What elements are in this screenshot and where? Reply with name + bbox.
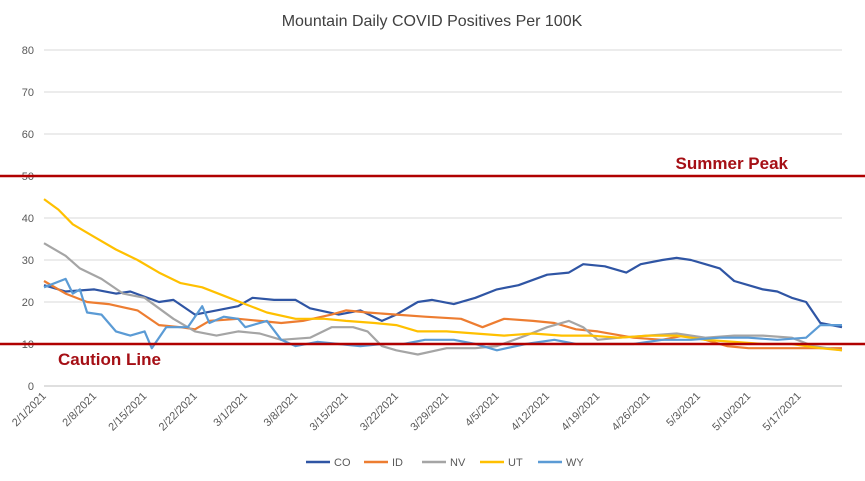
x-tick-label: 2/8/2021	[60, 390, 99, 429]
x-tick-label: 3/8/2021	[262, 390, 301, 429]
x-tick-label: 2/15/2021	[106, 390, 149, 433]
x-axis: 2/1/2021 2/8/2021 2/15/2021 2/22/2021 3/1/20…	[10, 390, 804, 433]
x-tick-label: 3/15/2021	[308, 390, 351, 433]
y-tick-label: 80	[22, 45, 34, 57]
x-tick-label: 2/1/2021	[10, 390, 49, 429]
x-tick-label: 2/22/2021	[157, 390, 200, 433]
x-tick-label: 5/10/2021	[710, 390, 753, 433]
x-tick-label: 3/29/2021	[408, 390, 451, 433]
y-tick-label: 0	[28, 381, 34, 393]
y-tick-label: 60	[22, 129, 34, 141]
y-tick-label: 70	[22, 87, 34, 99]
x-tick-label: 4/5/2021	[463, 390, 502, 429]
legend-label: CO	[334, 457, 351, 469]
x-tick-label: 5/17/2021	[761, 390, 804, 433]
y-axis: 01020304050607080	[22, 45, 34, 393]
series-line-nv	[43, 242, 843, 356]
x-tick-label: 5/3/2021	[664, 390, 703, 429]
legend-label: WY	[566, 457, 584, 469]
y-tick-label: 30	[22, 255, 34, 267]
legend-label: NV	[450, 457, 466, 469]
reference-lines: Summer Peak Caution Line	[0, 154, 865, 369]
series-line-co	[43, 256, 843, 329]
chart-title: Mountain Daily COVID Positives Per 100K	[282, 13, 583, 30]
series-line-wy	[43, 277, 842, 352]
legend: CO ID NV UT WY	[306, 457, 584, 469]
legend-label: UT	[508, 457, 523, 469]
x-tick-label: 3/22/2021	[358, 390, 401, 433]
x-tick-label: 4/19/2021	[559, 390, 602, 433]
reference-line-label: Summer Peak	[676, 154, 789, 173]
x-tick-label: 4/12/2021	[509, 390, 552, 433]
reference-line-label: Caution Line	[58, 350, 161, 369]
series-lines	[43, 198, 843, 356]
legend-label: ID	[392, 457, 403, 469]
y-tick-label: 40	[22, 213, 34, 225]
x-tick-label: 4/26/2021	[610, 390, 653, 433]
series-line-ut	[43, 198, 843, 352]
y-tick-label: 20	[22, 297, 34, 309]
x-tick-label: 3/1/2021	[211, 390, 250, 429]
